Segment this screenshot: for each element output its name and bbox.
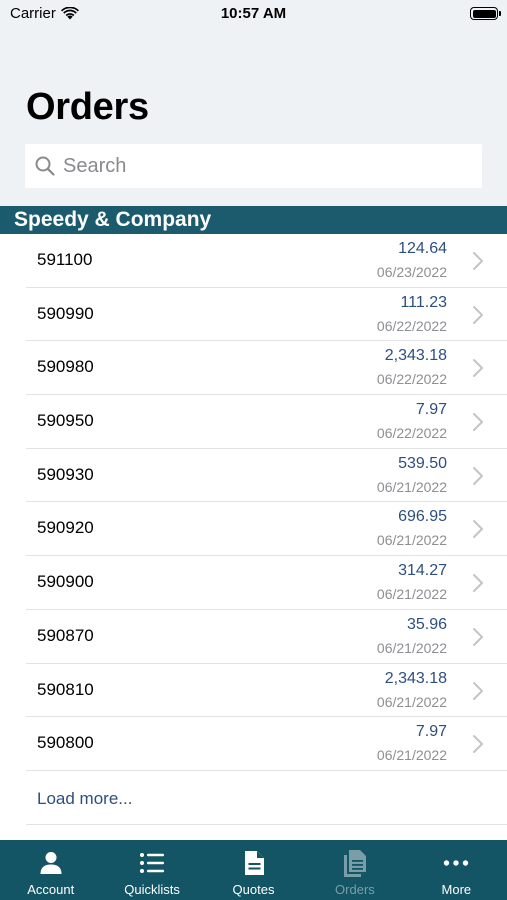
order-date: 06/21/2022 <box>376 693 447 710</box>
status-time: 10:57 AM <box>220 5 287 22</box>
order-id: 590920 <box>37 518 94 538</box>
order-row[interactable]: 590990 111.23 06/22/2022 <box>26 288 507 342</box>
order-id: 590930 <box>37 464 94 484</box>
chevron-right-icon <box>473 466 483 485</box>
order-row[interactable]: 591100 124.64 06/23/2022 <box>26 234 507 288</box>
order-amount: 35.96 <box>406 615 447 633</box>
order-amount: 2,343.18 <box>384 669 447 687</box>
order-id: 590870 <box>37 625 94 645</box>
order-date: 06/23/2022 <box>376 264 447 280</box>
tab-orders[interactable]: Orders <box>304 840 405 900</box>
order-date: 06/21/2022 <box>376 639 447 656</box>
wifi-icon <box>60 7 79 20</box>
chevron-right-icon <box>473 520 483 539</box>
order-date: 06/22/2022 <box>376 371 447 388</box>
order-amount: 539.50 <box>398 454 447 472</box>
order-amount: 696.95 <box>398 508 447 526</box>
order-amount: 314.27 <box>398 562 447 580</box>
order-date: 06/22/2022 <box>376 425 447 442</box>
order-row[interactable]: 590930 539.50 06/21/2022 <box>26 449 507 503</box>
order-date: 06/21/2022 <box>376 747 447 764</box>
person-icon <box>40 852 62 874</box>
order-id: 590980 <box>37 357 94 377</box>
tab-label: Quicklists <box>124 882 180 897</box>
documents-icon <box>343 850 366 877</box>
order-date: 06/21/2022 <box>376 478 447 495</box>
search-icon <box>35 156 55 176</box>
search-bar[interactable] <box>25 144 482 188</box>
order-date: 06/21/2022 <box>376 532 447 549</box>
order-row[interactable]: 590980 2,343.18 06/22/2022 <box>26 341 507 396</box>
chevron-right-icon <box>473 305 483 324</box>
order-amount: 2,343.18 <box>384 347 447 365</box>
order-row[interactable]: 590810 2,343.18 06/21/2022 <box>26 664 507 718</box>
chevron-right-icon <box>473 359 483 378</box>
chevron-right-icon <box>473 627 483 646</box>
chevron-right-icon <box>473 574 483 593</box>
chevron-right-icon <box>473 413 483 432</box>
battery-icon <box>470 7 501 20</box>
order-id: 590900 <box>37 572 94 592</box>
order-row[interactable]: 590800 7.97 06/21/2022 <box>26 717 507 771</box>
carrier-indicator: Carrier <box>10 5 79 22</box>
order-row[interactable]: 590920 696.95 06/21/2022 <box>26 502 507 557</box>
page-title: Orders <box>26 86 149 128</box>
order-row[interactable]: 590870 35.96 06/21/2022 <box>26 610 507 664</box>
tab-label: Account <box>27 882 75 897</box>
order-amount: 124.64 <box>398 240 447 257</box>
tab-label: Orders <box>335 882 375 897</box>
list-icon <box>140 853 165 873</box>
tab-account[interactable]: Account <box>0 840 101 900</box>
order-id: 590800 <box>37 733 94 753</box>
order-id: 590950 <box>37 411 94 431</box>
load-more-label: Load more... <box>37 788 133 808</box>
load-more-button[interactable]: Load more... <box>26 771 507 825</box>
orders-list: 591100 124.64 06/23/2022 590990 111.23 0… <box>0 234 507 825</box>
order-id: 591100 <box>37 250 93 269</box>
document-icon <box>244 851 264 875</box>
tab-label: Quotes <box>232 882 275 897</box>
order-amount: 7.97 <box>415 723 447 741</box>
order-date: 06/22/2022 <box>376 317 447 334</box>
tab-more[interactable]: More <box>406 840 507 900</box>
tab-label: More <box>441 882 472 897</box>
order-row[interactable]: 590950 7.97 06/22/2022 <box>26 395 507 449</box>
tab-bar: Account Quicklists Quotes Orders <box>0 840 507 900</box>
order-amount: 111.23 <box>400 293 447 311</box>
carrier-label: Carrier <box>10 5 56 22</box>
order-row[interactable]: 590900 314.27 06/21/2022 <box>26 556 507 610</box>
order-id: 590990 <box>37 303 94 323</box>
chevron-right-icon <box>473 681 483 700</box>
search-input[interactable] <box>63 154 463 178</box>
ellipsis-icon <box>444 860 469 866</box>
tab-quotes[interactable]: Quotes <box>203 840 304 900</box>
order-date: 06/21/2022 <box>376 586 447 603</box>
order-id: 590810 <box>37 679 94 699</box>
order-amount: 7.97 <box>415 401 447 419</box>
tab-quicklists[interactable]: Quicklists <box>101 840 202 900</box>
chevron-right-icon <box>473 252 483 270</box>
status-bar: Carrier 10:57 AM <box>0 0 507 30</box>
section-header: Speedy & Company <box>0 206 507 234</box>
chevron-right-icon <box>473 735 483 754</box>
